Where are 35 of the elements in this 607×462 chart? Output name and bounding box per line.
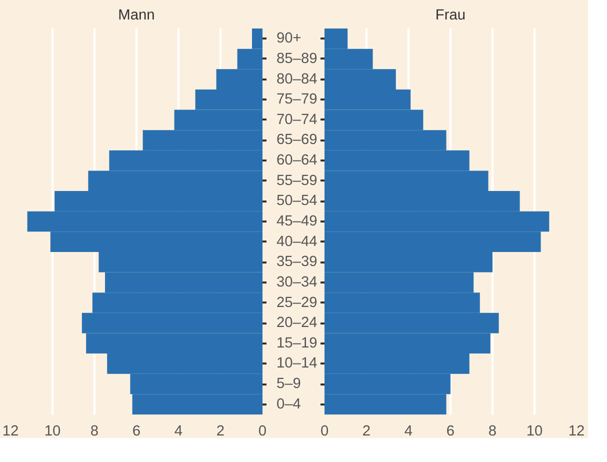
y-tick-label: 70–74	[276, 112, 318, 128]
x-tick-label: 12	[2, 424, 19, 440]
x-tick-label: 6	[132, 424, 141, 440]
x-tick-label: 10	[44, 424, 61, 440]
y-tick-label: 55–59	[276, 172, 318, 189]
y-tick-label: 60–64	[276, 152, 318, 169]
x-tick-label: 2	[216, 424, 225, 440]
y-tick-label: 35–39	[276, 254, 318, 270]
y-tick-label: 45–49	[276, 214, 318, 230]
y-tick-label: 90+	[276, 30, 302, 47]
chart-title: Frau	[435, 8, 466, 24]
y-tick-label: 10–14	[276, 356, 318, 372]
y-tick-label: 20–24	[276, 315, 318, 332]
x-tick-label: 2	[362, 424, 371, 440]
y-tick-label: 65–69	[276, 132, 318, 148]
x-tick-label: 8	[90, 424, 99, 440]
x-tick-label: 4	[404, 424, 413, 440]
x-tick-label: 0	[258, 424, 267, 440]
y-tick-label: 25–29	[276, 294, 318, 311]
y-tick-label: 80–84	[276, 71, 318, 88]
x-tick-label: 6	[446, 424, 455, 440]
x-tick-label: 8	[488, 424, 497, 440]
x-tick-label: 12	[568, 424, 585, 440]
chart-title: Mann	[118, 8, 155, 24]
x-tick-label: 0	[320, 424, 329, 440]
x-tick-label: 4	[174, 424, 183, 440]
y-tick-label: 0–4	[276, 396, 301, 412]
y-tick-label: 40–44	[276, 234, 318, 250]
y-tick-label: 85–89	[276, 50, 318, 67]
y-tick-label: 50–54	[276, 193, 318, 210]
y-tick-label: 75–79	[276, 92, 318, 108]
y-tick-label: 5–9	[276, 376, 301, 392]
y-tick-label: 30–34	[276, 274, 318, 290]
x-tick-label: 10	[526, 424, 543, 440]
y-tick-label: 15–19	[276, 335, 318, 352]
